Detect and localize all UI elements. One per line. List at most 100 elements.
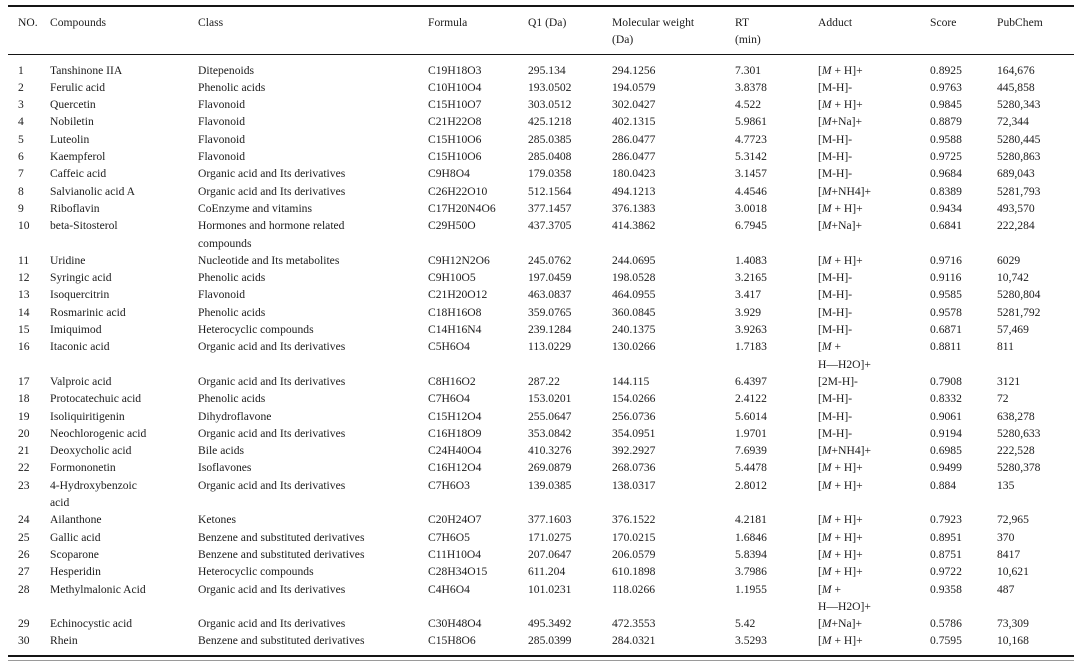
cell-compound: Rhein xyxy=(50,634,78,648)
cell-molecular-weight: 302.0427 xyxy=(612,98,656,112)
cell-formula: C15H12O4 xyxy=(428,409,482,423)
cell-class: Benzene and substituted derivatives xyxy=(198,530,365,544)
cell-rt-min: 5.3142 xyxy=(735,150,767,164)
table-row: 22 Formononetin Isoflavones C16H12O4 269.087… xyxy=(8,459,1074,476)
cell-score: 0.9763 xyxy=(930,80,962,94)
cell-class: Bile acids xyxy=(198,444,245,458)
cell-adduct: [M + H]+ xyxy=(818,530,863,544)
cell-adduct: [M + H]+ xyxy=(818,201,863,215)
cell-adduct: [M+Na]+ xyxy=(818,617,863,631)
cell-formula: C18H16O8 xyxy=(428,305,482,319)
cell-adduct: [M-H]- xyxy=(818,150,853,164)
cell-molecular-weight: 284.0321 xyxy=(612,634,656,648)
cell-q1-da: 171.0275 xyxy=(528,530,572,544)
cell-molecular-weight: 494.1213 xyxy=(612,184,656,198)
cell-formula: C15H8O6 xyxy=(428,634,476,648)
cell-molecular-weight: 198.0528 xyxy=(612,271,656,285)
table-row: 10 beta-Sitosterol Hormones and hormone re… xyxy=(8,217,1074,252)
cell-score: 0.9061 xyxy=(930,409,962,423)
cell-molecular-weight: 414.3862 xyxy=(612,219,656,233)
cell-rt-min: 6.7945 xyxy=(735,219,767,233)
cell-pubchem: 811 xyxy=(997,340,1014,354)
header-row: NO. Compounds Class Formula Q1 (Da) Molecular… xyxy=(8,6,1074,55)
cell-rt-min: 6.4397 xyxy=(735,374,767,388)
cell-molecular-weight: 206.0579 xyxy=(612,547,656,561)
cell-formula: C16H12O4 xyxy=(428,461,482,475)
cell-formula: C17H20N4O6 xyxy=(428,201,496,215)
cell-adduct: [M+Na]+ xyxy=(818,219,863,233)
table-row: 3 Quercetin Flavonoid C15H10O7 303.0512 302.0… xyxy=(8,96,1074,113)
cell-pubchem: 5280,445 xyxy=(997,132,1041,146)
cell-q1-da: 359.0765 xyxy=(528,305,572,319)
cell-molecular-weight: 194.0579 xyxy=(612,80,656,94)
cell-adduct: [M + H—H2O]+ xyxy=(818,340,871,371)
cell-rt-min: 3.8378 xyxy=(735,80,767,94)
cell-molecular-weight: 610.1898 xyxy=(612,565,656,579)
cell-class: Organic acid and Its derivatives xyxy=(198,426,346,440)
cell-pubchem: 5280,343 xyxy=(997,98,1041,112)
cell-score: 0.8389 xyxy=(930,184,962,198)
cell-pubchem: 5281,793 xyxy=(997,184,1041,198)
cell-no: 17 xyxy=(18,374,30,388)
cell-class: Phenolic acids xyxy=(198,271,266,285)
cell-q1-da: 495.3492 xyxy=(528,617,572,631)
column-header-adduct: Adduct xyxy=(818,6,930,55)
cell-pubchem: 493,570 xyxy=(997,201,1035,215)
cell-rt-min: 3.9263 xyxy=(735,323,767,337)
cell-formula: C15H10O6 xyxy=(428,132,482,146)
cell-q1-da: 463.0837 xyxy=(528,288,572,302)
cell-no: 16 xyxy=(18,340,30,354)
cell-adduct: [M-H]- xyxy=(818,305,853,319)
cell-pubchem: 164,676 xyxy=(997,63,1035,77)
cell-rt-min: 1.9701 xyxy=(735,426,767,440)
cell-adduct: [2M-H]- xyxy=(818,374,858,388)
cell-class: Benzene and substituted derivatives xyxy=(198,634,365,648)
cell-formula: C21H22O8 xyxy=(428,115,482,129)
cell-pubchem: 638,278 xyxy=(997,409,1035,423)
cell-score: 0.9722 xyxy=(930,565,962,579)
cell-compound: Protocatechuic acid xyxy=(50,392,142,406)
cell-no: 22 xyxy=(18,461,30,475)
cell-formula: C28H34O15 xyxy=(428,565,488,579)
cell-adduct: [M + H]+ xyxy=(818,98,863,112)
cell-score: 0.7595 xyxy=(930,634,962,648)
cell-score: 0.8925 xyxy=(930,63,962,77)
cell-q1-da: 425.1218 xyxy=(528,115,572,129)
cell-formula: C7H6O4 xyxy=(428,392,470,406)
table-row: 4 Nobiletin Flavonoid C21H22O8 425.1218 402.1… xyxy=(8,113,1074,130)
cell-pubchem: 10,621 xyxy=(997,565,1029,579)
cell-compound: Methylmalonic Acid xyxy=(50,582,146,596)
cell-class: Flavonoid xyxy=(198,150,246,164)
cell-formula: C9H8O4 xyxy=(428,167,470,181)
cell-rt-min: 5.4478 xyxy=(735,461,767,475)
cell-pubchem: 222,528 xyxy=(997,444,1035,458)
compound-identification-table: NO. Compounds Class Formula Q1 (Da) Molecular… xyxy=(8,5,1074,657)
cell-compound: Itaconic acid xyxy=(50,340,110,354)
cell-rt-min: 4.7723 xyxy=(735,132,767,146)
cell-pubchem: 72 xyxy=(997,392,1009,406)
cell-rt-min: 5.42 xyxy=(735,617,756,631)
column-header-class: Class xyxy=(198,6,428,55)
cell-no: 30 xyxy=(18,634,30,648)
cell-q1-da: 193.0502 xyxy=(528,80,572,94)
cell-adduct: [M + H]+ xyxy=(818,547,863,561)
bottom-rule xyxy=(8,659,1074,661)
cell-score: 0.8332 xyxy=(930,392,962,406)
cell-formula: C29H50O xyxy=(428,219,476,233)
table-row: 29 Echinocystic acid Organic acid and Its … xyxy=(8,615,1074,632)
cell-q1-da: 197.0459 xyxy=(528,271,572,285)
cell-pubchem: 5280,863 xyxy=(997,150,1041,164)
cell-rt-min: 5.9861 xyxy=(735,115,767,129)
table-row: 8 Salvianolic acid A Organic acid and Its … xyxy=(8,183,1074,200)
cell-score: 0.9725 xyxy=(930,150,962,164)
cell-formula: C4H6O4 xyxy=(428,582,470,596)
cell-pubchem: 135 xyxy=(997,478,1015,492)
cell-class: Organic acid and Its derivatives xyxy=(198,617,346,631)
cell-molecular-weight: 294.1256 xyxy=(612,63,656,77)
cell-rt-min: 5.6014 xyxy=(735,409,767,423)
cell-class: Flavonoid xyxy=(198,115,246,129)
cell-q1-da: 410.3276 xyxy=(528,444,572,458)
column-header-q1-da: Q1 (Da) xyxy=(528,6,612,55)
cell-pubchem: 487 xyxy=(997,582,1015,596)
